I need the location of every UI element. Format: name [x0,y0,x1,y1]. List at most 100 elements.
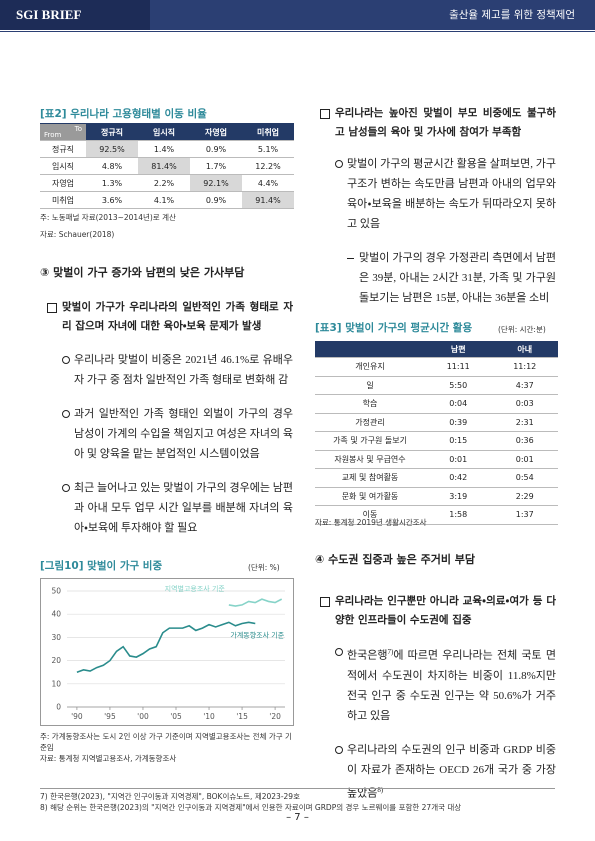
cell: 0:42 [425,468,492,488]
cell: 0:01 [491,450,558,469]
section-heading: ④ 수도권 집중과 높은 주거비 부담 [315,553,476,566]
right-body: 우리나라는 높아진 맞벌이 부모 비중에도 불구하고 남성들의 육아 및 가사에… [320,104,556,308]
series-label: 지역별고용조사 기준 [165,584,226,593]
cell: 5.1% [242,140,294,158]
table-row: 학습 0:04 0:03 [315,394,558,414]
row-header: 교제 및 참여활동 [315,468,425,488]
table-row: 정규직 92.5% 1.4% 0.9% 5.1% [40,140,294,158]
cell: 91.4% [242,191,294,209]
table-row: 일 5:50 4:37 [315,376,558,395]
table-notes: 주: 노동패널 자료(2013~2014년)로 계산 자료: Schauer(20… [40,212,176,246]
row-header: 미취업 [40,191,86,209]
brand: SGI BRIEF [0,0,150,30]
header-rule [0,31,595,32]
table-row: 자원봉사 및 무급연수 0:01 0:01 [315,450,558,469]
y-tick-label: 20 [51,656,61,665]
bullet: 맞벌이 가구의 평균시간 활용을 살펴보면, 가구구조가 변하는 속도만큼 남편… [335,154,556,234]
cell: 4.1% [138,191,190,209]
row-header: 일 [315,376,425,395]
table-rule [40,123,294,124]
dash-item: 맞벌이 가구의 경우 가정관리 측면에서 남편은 39분, 아내는 2시간 31… [347,248,556,308]
note: 자료: 통계청 지역별고용조사, 가계동향조사 [40,754,177,763]
y-tick-label: 30 [51,633,61,642]
table-row: 가족 및 가구원 돌보기 0:15 0:36 [315,431,558,451]
cell: 0:36 [491,431,558,451]
footnote-ref: 7) [387,648,394,656]
corner-to: To [74,125,82,133]
bullet: 과거 일반적인 가족 형태인 외벌이 가구의 경우 남성이 가계의 수입을 책임… [62,404,293,464]
footnotes: 7) 한국은행(2023), "지역간 인구이동과 지역경제", BOK이슈노트… [40,791,560,813]
corner-cell [315,341,425,358]
row-header: 자원봉사 및 무급연수 [315,450,425,469]
cell: 92.1% [190,174,242,192]
x-tick-label: '20 [269,712,281,721]
y-tick-label: 50 [51,587,61,596]
cell: 92.5% [86,140,138,158]
footnote: 7) 한국은행(2023), "지역간 인구이동과 지역경제", BOK이슈노트… [40,792,300,801]
header-row: From To 정규직 임시직 자영업 미취업 [40,124,294,141]
row-header: 가족 및 가구원 돌보기 [315,431,425,451]
text: 한국은행 [347,649,388,662]
column-header: 아내 [491,341,558,358]
table-title: [표2] 우리나라 고용형태별 이동 비율 [40,108,207,120]
cell: 3.6% [86,191,138,209]
column-header: 자영업 [190,124,242,141]
row-header: 자영업 [40,174,86,192]
series-line [76,621,256,673]
cell: 3:19 [425,487,492,506]
table-row: 개인유지 11:11 11:12 [315,357,558,377]
table-row: 교제 및 참여활동 0:42 0:54 [315,468,558,488]
column-header: 남편 [425,341,492,358]
figure-unit: (단위: %) [248,563,280,572]
table-3: 남편 아내 개인유지 11:11 11:12 일 5:50 4:37 학습 0:04 0:03 가정관… [315,341,558,525]
cell: 0:15 [425,431,492,451]
cell: 0.9% [190,191,242,209]
chart-frame: 0 10 20 30 40 50 '90 '95 '00 '05 '10 '15 '20 지역별고용조사 … [40,578,294,726]
column-header: 임시직 [138,124,190,141]
section-body: 맞벌이 가구가 우리나라의 일반적인 가족 형태로 자리 잡으며 자녀에 대한 … [47,298,293,552]
bullet: 우리나라의 수도권의 인구 비중과 GRDP 비중이 자료가 존재하는 OECD… [335,740,556,804]
cell: 4:37 [491,376,558,395]
cell: 1:37 [491,505,558,525]
cell: 0:54 [491,468,558,488]
row-header: 이동 [315,505,425,525]
text: 우리나라의 수도권의 인구 비중과 GRDP 비중이 자료가 존재하는 OECD… [347,743,556,800]
cell: 11:12 [491,357,558,377]
cell: 0:04 [425,394,492,414]
row-header: 개인유지 [315,357,425,377]
note: 주: 노동패널 자료(2013~2014년)로 계산 [40,213,176,222]
x-tick-label: '15 [236,712,248,721]
cell: 1:58 [425,505,492,525]
point: 맞벌이 가구가 우리나라의 일반적인 가족 형태로 자리 잡으며 자녀에 대한 … [47,298,293,336]
chart: 0 10 20 30 40 50 '90 '95 '00 '05 '10 '15 '20 지역별고용조사 … [51,584,285,721]
bullet: 우리나라 맞벌이 비중은 2021년 46.1%로 유배우자 가구 중 점차 일… [62,350,293,390]
row-header: 정규직 [40,140,86,158]
note: 주: 가계동향조사는 도시 2인 이상 가구 기준이며 지역별고용조사는 전체 … [40,732,292,752]
section-heading: ③ 맞벌이 가구 증가와 남편의 낮은 가사부담 [40,266,245,279]
cell: 4.4% [242,174,294,192]
cell: 0:01 [425,450,492,469]
footnote-ref: 8) [377,785,384,794]
header-bar: SGI BRIEF 출산율 제고를 위한 정책제언 [0,0,595,30]
cell: 0:03 [491,394,558,414]
cell: 1.7% [190,157,242,175]
footnote-rule [40,788,555,789]
table-row: 자영업 1.3% 2.2% 92.1% 4.4% [40,174,294,192]
row-header: 임시직 [40,157,86,175]
table-row: 이동 1:58 1:37 [315,505,558,525]
series-label: 가계동향조사 기준 [230,630,284,639]
point: 우리나라는 높아진 맞벌이 부모 비중에도 불구하고 남성들의 육아 및 가사에… [320,104,556,142]
y-tick-label: 10 [51,679,61,688]
footnote: 8) 해당 순위는 한국은행(2023)의 "지역간 인구이동과 지역경제"에서… [40,803,462,812]
cell: 81.4% [138,157,190,175]
table-row: 가정관리 0:39 2:31 [315,413,558,432]
table-row: 임시직 4.8% 81.4% 1.7% 12.2% [40,157,294,175]
table-row: 미취업 3.6% 4.1% 0.9% 91.4% [40,191,294,209]
column-header: 미취업 [242,124,294,141]
cell: 5:50 [425,376,492,395]
figure-title: [그림10] 맞벌이 가구 비중 [40,560,163,572]
x-tick-label: '05 [170,712,182,721]
row-header: 학습 [315,394,425,414]
page-number: – 7 – [286,812,309,823]
